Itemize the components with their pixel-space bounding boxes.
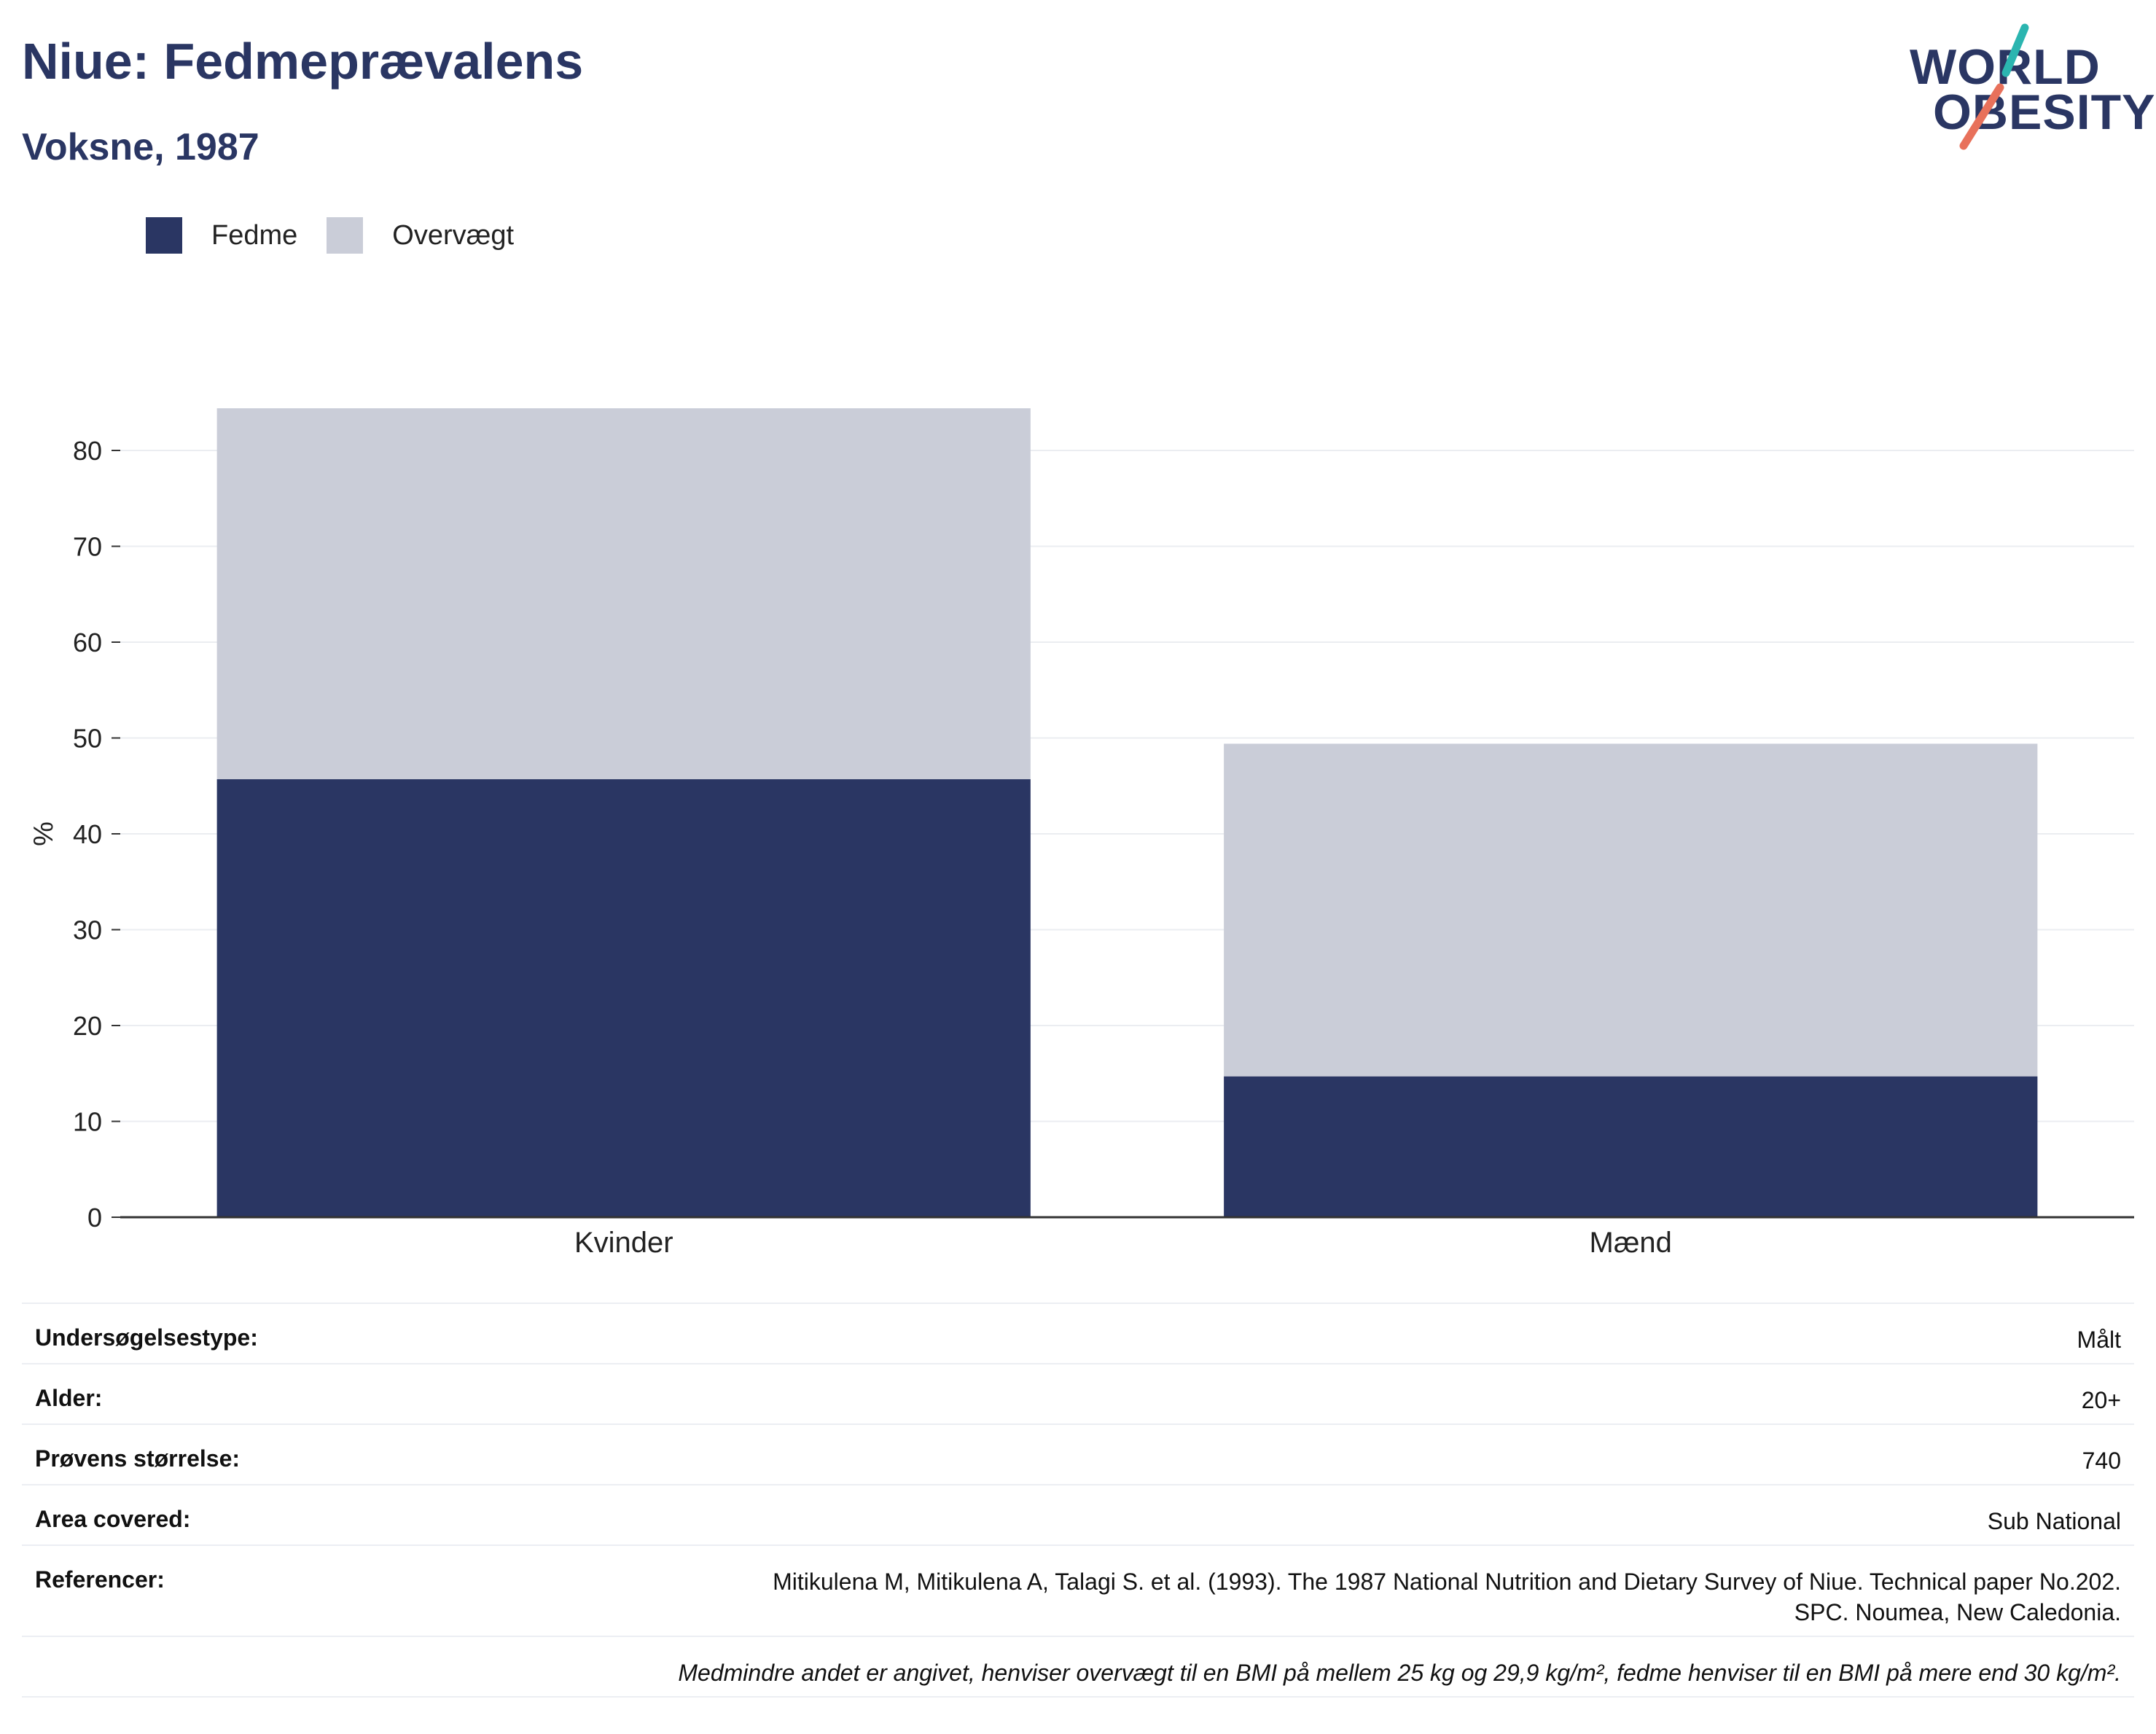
bar-overvaegt-0 <box>216 408 1031 780</box>
info-label: Prøvens størrelse: <box>35 1445 241 1472</box>
y-tick-label: 70 <box>73 532 102 562</box>
info-row-area-covered: Area covered: Sub National <box>22 1484 2134 1544</box>
bar-overvaegt-1 <box>1224 743 2038 1077</box>
legend-label-overvaegt: Overvægt <box>392 219 515 251</box>
reference-text: Mitikulena M, Mitikulena A, Talagi S. et… <box>773 1546 2134 1628</box>
bar-fedme-0 <box>216 779 1031 1217</box>
y-tick-label: 80 <box>73 436 102 466</box>
reference-line-2: SPC. Noumea, New Caledonia. <box>1794 1599 2121 1625</box>
y-axis-label: % <box>28 821 59 846</box>
info-row-age: Alder: 20+ <box>22 1363 2134 1423</box>
legend-item-overvaegt[interactable]: Overvægt <box>327 217 514 254</box>
y-tick-label: 60 <box>73 628 102 657</box>
info-value: 740 <box>2082 1448 2121 1474</box>
chart-legend: Fedme Overvægt <box>146 217 543 254</box>
y-tick-label: 10 <box>73 1107 102 1137</box>
info-label: Area covered: <box>35 1506 191 1532</box>
legend-item-fedme[interactable]: Fedme <box>146 217 297 254</box>
definition-note: Medmindre andet er angivet, henviser ove… <box>678 1660 2121 1686</box>
info-row-references: Referencer: Mitikulena M, Mitikulena A, … <box>22 1544 2134 1636</box>
info-label: Referencer: <box>35 1566 165 1593</box>
info-label: Alder: <box>35 1385 103 1411</box>
x-tick-label: Mænd <box>1590 1227 1672 1259</box>
y-tick-label: 20 <box>73 1011 102 1041</box>
page-subtitle: Voksne, 1987 <box>22 126 259 168</box>
legend-swatch-fedme <box>146 217 182 254</box>
y-tick-label: 50 <box>73 724 102 754</box>
y-tick-label: 0 <box>87 1203 102 1233</box>
survey-info-table: Undersøgelsestype: Målt Alder: 20+ Prøve… <box>22 1303 2134 1698</box>
y-tick-label: 30 <box>73 915 102 945</box>
y-tick-label: 40 <box>73 819 102 849</box>
legend-label-fedme: Fedme <box>211 219 298 251</box>
legend-swatch-overvaegt <box>327 217 364 254</box>
info-value: Målt <box>2077 1327 2121 1353</box>
bar-fedme-1 <box>1224 1076 2038 1217</box>
info-row-survey-type: Undersøgelsestype: Målt <box>22 1303 2134 1363</box>
info-row-definition-note: Medmindre andet er angivet, henviser ove… <box>22 1636 2134 1698</box>
logo-slash-icon <box>1959 23 2029 150</box>
page-title: Niue: Fedmeprævalens <box>22 33 584 90</box>
info-value: 20+ <box>2081 1387 2121 1413</box>
stacked-bar-chart: 0 10 20 30 40 50 60 70 80% Kvinder Mænd <box>28 408 2134 1259</box>
reference-line-1: Mitikulena M, Mitikulena A, Talagi S. et… <box>773 1569 2121 1595</box>
info-label: Undersøgelsestype: <box>35 1324 258 1351</box>
info-row-sample-size: Prøvens størrelse: 740 <box>22 1423 2134 1484</box>
world-obesity-logo: WORLD OBESITY <box>1895 22 2155 153</box>
info-value: Sub National <box>1987 1508 2121 1534</box>
x-tick-label: Kvinder <box>574 1227 673 1259</box>
